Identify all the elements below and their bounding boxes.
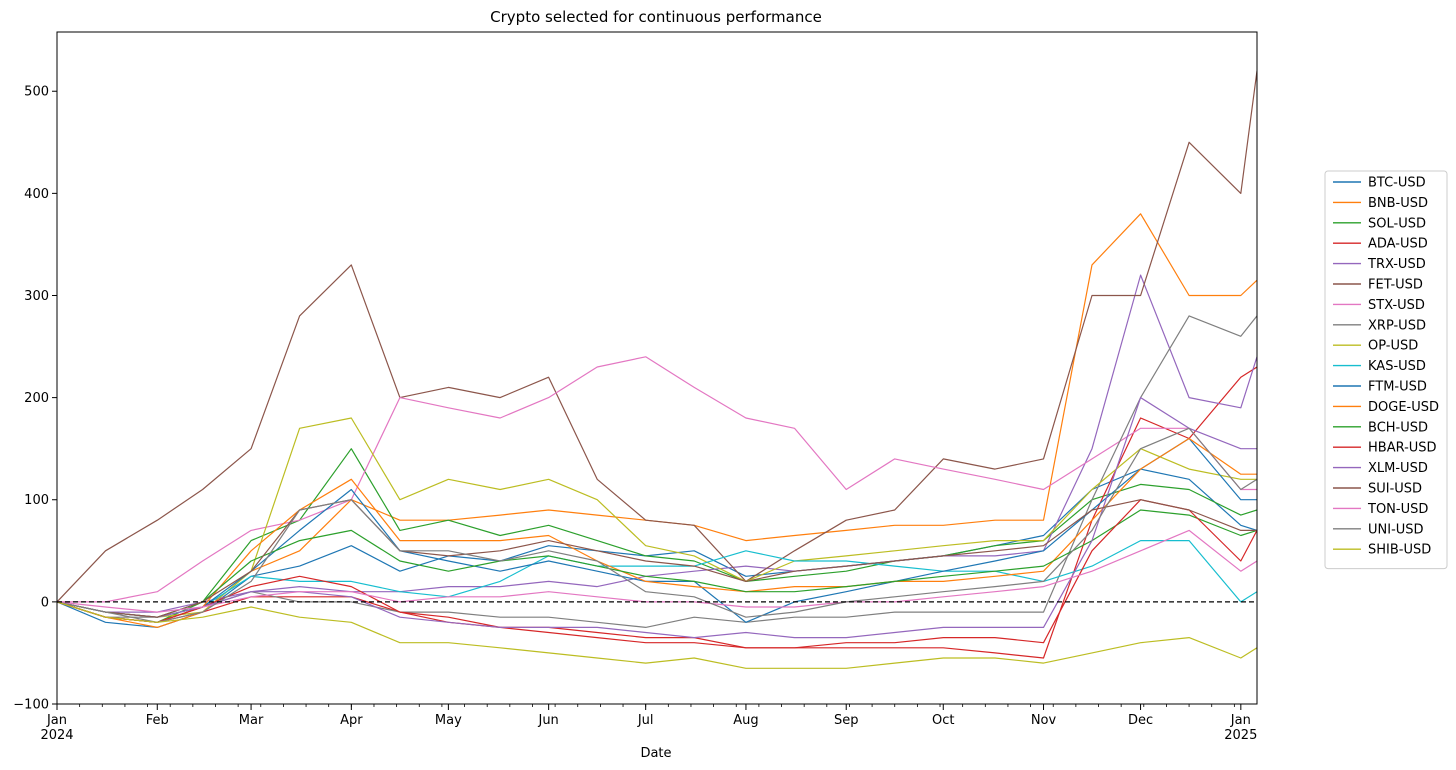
series-line-bch-usd — [57, 509, 1257, 618]
series-line-stx-usd — [57, 356, 1257, 603]
series-line-sui-usd — [57, 499, 1257, 618]
y-tick-label: −100 — [13, 698, 49, 713]
x-tick-label: Jan — [1230, 713, 1251, 728]
series-line-trx-usd — [57, 274, 1257, 613]
legend-box — [1324, 170, 1448, 570]
x-tick-label: Nov — [1031, 713, 1057, 728]
series-line-xrp-usd — [57, 315, 1257, 629]
legend-label: FET-USD — [1368, 278, 1423, 293]
legend-label: XLM-USD — [1368, 461, 1428, 476]
series-line-op-usd — [57, 417, 1257, 618]
legend-label: SOL-USD — [1368, 216, 1426, 231]
legend-label: TRX-USD — [1367, 257, 1426, 272]
x-tick-label: Jun — [537, 713, 558, 728]
y-tick-label: 100 — [24, 493, 49, 508]
series-line-bnb-usd — [57, 213, 1257, 629]
plot-area — [57, 70, 1257, 669]
legend-label: UNI-USD — [1368, 522, 1424, 537]
y-tick-label: 300 — [24, 289, 49, 304]
plot-frame — [56, 31, 1258, 705]
series-line-hbar-usd — [57, 499, 1257, 649]
x-tick-label: Mar — [239, 713, 264, 728]
series-line-sol-usd — [57, 448, 1257, 623]
x-tick-label: Feb — [146, 713, 169, 728]
series-line-ada-usd — [57, 366, 1257, 659]
series-line-ftm-usd — [57, 437, 1257, 623]
legend-label: HBAR-USD — [1368, 441, 1437, 456]
legend-label: SUI-USD — [1368, 482, 1422, 497]
legend-label: OP-USD — [1368, 339, 1418, 354]
legend-label: SHIB-USD — [1368, 543, 1431, 558]
series-line-doge-usd — [57, 437, 1257, 623]
x-tick-label: Dec — [1128, 713, 1153, 728]
x-tick-label: Jul — [637, 713, 654, 728]
series-line-kas-usd — [57, 539, 1257, 618]
x-tick-year-label: 2025 — [1224, 728, 1257, 743]
y-tick-label: 0 — [41, 595, 49, 610]
series-line-fet-usd — [57, 70, 1257, 603]
series-line-uni-usd — [57, 427, 1257, 623]
legend-label: XRP-USD — [1368, 318, 1426, 333]
x-tick-label: Apr — [340, 713, 363, 728]
y-axis: −100 0 100 200 300 400 500 — [13, 85, 57, 713]
legend-label: KAS-USD — [1368, 359, 1426, 374]
legend-label: DOGE-USD — [1368, 400, 1439, 415]
x-tick-label: May — [435, 713, 462, 728]
legend-label: ADA-USD — [1368, 237, 1428, 252]
series-line-shib-usd — [57, 601, 1257, 669]
y-tick-label: 500 — [24, 85, 49, 100]
legend: BTC-USD BNB-USD SOL-USD ADA-USD TRX-USD FET-U… — [1324, 170, 1448, 570]
chart-title: Crypto selected for continuous performan… — [490, 8, 822, 26]
x-tick-label: Aug — [733, 713, 758, 728]
legend-label: BTC-USD — [1368, 176, 1426, 191]
legend-label: BNB-USD — [1368, 196, 1428, 211]
legend-label: BCH-USD — [1368, 420, 1428, 435]
series-line-xlm-usd — [57, 397, 1257, 639]
x-tick-label: Oct — [932, 713, 954, 728]
legend-label: TON-USD — [1367, 502, 1428, 517]
x-tick-label: Jan — [46, 713, 67, 728]
x-tick-label: Sep — [834, 713, 859, 728]
y-tick-label: 400 — [24, 187, 49, 202]
x-axis-label: Date — [640, 746, 671, 761]
legend-label: STX-USD — [1368, 298, 1425, 313]
y-tick-label: 200 — [24, 391, 49, 406]
x-tick-year-label: 2024 — [40, 728, 73, 743]
legend-label: FTM-USD — [1368, 380, 1427, 395]
